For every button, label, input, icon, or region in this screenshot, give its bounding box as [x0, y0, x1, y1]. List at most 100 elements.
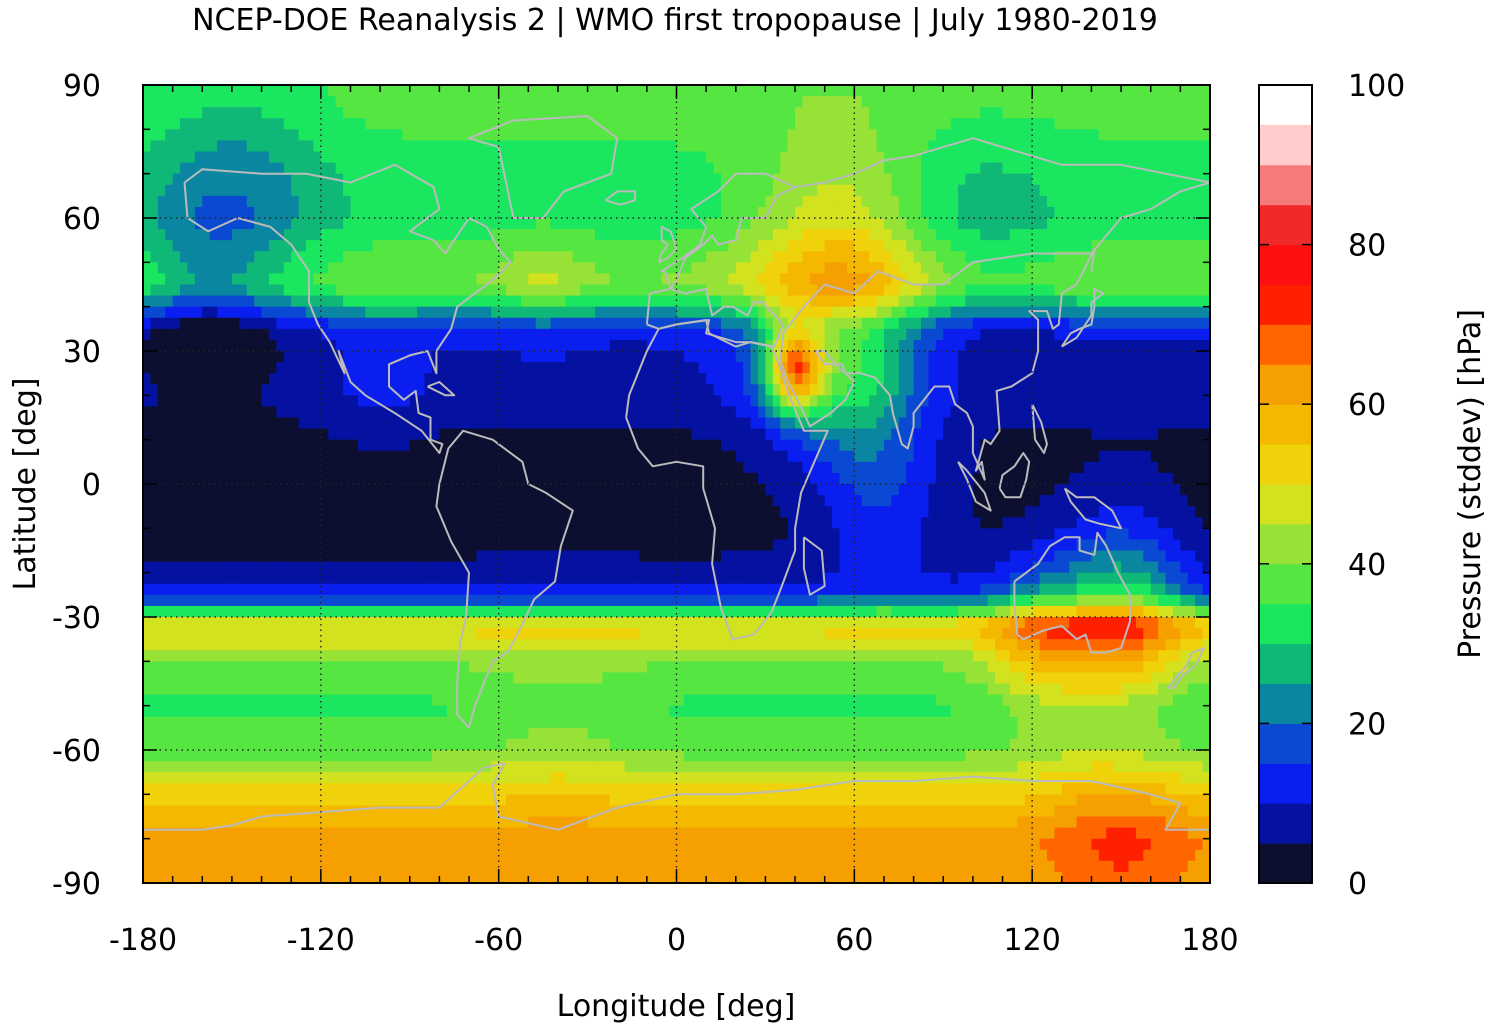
- heatmap-cell: [1113, 406, 1122, 419]
- heatmap-cell: [995, 328, 1004, 341]
- heatmap-cell: [676, 251, 685, 263]
- heatmap-cell: [795, 173, 804, 186]
- heatmap-cell: [646, 206, 655, 219]
- heatmap-cell: [246, 218, 255, 230]
- heatmap-cell: [1135, 384, 1144, 396]
- heatmap-cell: [676, 295, 685, 308]
- heatmap-cell: [409, 173, 418, 186]
- heatmap-cell: [535, 406, 544, 419]
- heatmap-cell: [291, 162, 300, 175]
- heatmap-cell: [1076, 450, 1085, 463]
- heatmap-cell: [928, 118, 937, 130]
- heatmap-cell: [832, 306, 841, 319]
- heatmap-cell: [194, 295, 203, 308]
- heatmap-cell: [1002, 262, 1011, 275]
- heatmap-cell: [446, 151, 455, 164]
- heatmap-cell: [780, 428, 789, 441]
- heatmap-cell: [431, 339, 440, 352]
- heatmap-cell: [1017, 206, 1026, 219]
- heatmap-cell: [528, 362, 537, 374]
- heatmap-cell: [231, 173, 240, 186]
- heatmap-cell: [261, 118, 270, 130]
- heatmap-cell: [1158, 439, 1167, 452]
- heatmap-cell: [1069, 107, 1078, 119]
- heatmap-cell: [1098, 273, 1107, 286]
- heatmap-cell: [691, 395, 700, 408]
- heatmap-cell: [1076, 351, 1085, 363]
- heatmap-cell: [1150, 428, 1159, 441]
- heatmap-cell: [483, 118, 492, 130]
- heatmap-cell: [1113, 251, 1122, 263]
- heatmap-cell: [854, 295, 863, 308]
- heatmap-cell: [587, 317, 596, 330]
- heatmap-cell: [454, 328, 463, 341]
- heatmap-cell: [958, 373, 967, 385]
- heatmap-cell: [268, 384, 277, 396]
- heatmap-cell: [854, 162, 863, 175]
- heatmap-cell: [883, 251, 892, 263]
- heatmap-cell: [891, 96, 900, 108]
- heatmap-cell: [876, 439, 885, 452]
- heatmap-cell: [357, 206, 366, 219]
- heatmap-cell: [180, 339, 189, 352]
- heatmap-cell: [1128, 118, 1137, 130]
- heatmap-cell: [424, 351, 433, 363]
- heatmap-cell: [1172, 373, 1181, 385]
- heatmap-cell: [580, 306, 589, 319]
- heatmap-cell: [1128, 273, 1137, 286]
- heatmap-cell: [1150, 395, 1159, 408]
- heatmap-cell: [365, 85, 374, 97]
- heatmap-cell: [854, 173, 863, 186]
- heatmap-cell: [683, 262, 692, 275]
- heatmap-cell: [921, 351, 930, 363]
- heatmap-cell: [691, 96, 700, 108]
- heatmap-cell: [691, 262, 700, 275]
- heatmap-cell: [150, 317, 159, 330]
- heatmap-cell: [528, 373, 537, 385]
- heatmap-cell: [972, 395, 981, 408]
- heatmap-cell: [469, 195, 478, 208]
- heatmap-cell: [728, 328, 737, 341]
- heatmap-cell: [617, 162, 626, 175]
- heatmap-cell: [143, 195, 152, 208]
- heatmap-cell: [735, 351, 744, 363]
- heatmap-cell: [313, 328, 322, 341]
- heatmap-cell: [906, 162, 915, 175]
- heatmap-cell: [1113, 206, 1122, 219]
- heatmap-cell: [365, 206, 374, 219]
- heatmap-cell: [209, 184, 218, 197]
- heatmap-cell: [869, 96, 878, 108]
- heatmap-cell: [928, 328, 937, 341]
- heatmap-cell: [1113, 240, 1122, 252]
- heatmap-cell: [787, 240, 796, 252]
- heatmap-cell: [350, 328, 359, 341]
- heatmap-cell: [735, 195, 744, 208]
- heatmap-cell: [172, 229, 181, 241]
- heatmap-cell: [165, 362, 174, 374]
- heatmap-cell: [1180, 406, 1189, 419]
- heatmap-cell: [987, 107, 996, 119]
- heatmap-cell: [691, 373, 700, 385]
- heatmap-cell: [950, 362, 959, 374]
- heatmap-cell: [268, 395, 277, 408]
- heatmap-cell: [424, 162, 433, 175]
- heatmap-cell: [669, 428, 678, 441]
- heatmap-cell: [565, 395, 574, 408]
- heatmap-cell: [217, 218, 226, 230]
- heatmap-cell: [283, 461, 292, 474]
- heatmap-cell: [1009, 306, 1018, 319]
- heatmap-cell: [646, 251, 655, 263]
- heatmap-cell: [320, 306, 329, 319]
- heatmap-cell: [209, 218, 218, 230]
- heatmap-cell: [1106, 339, 1115, 352]
- heatmap-cell: [194, 173, 203, 186]
- heatmap-cell: [609, 328, 618, 341]
- heatmap-cell: [224, 384, 233, 396]
- heatmap-cell: [587, 85, 596, 97]
- heatmap-cell: [143, 306, 152, 319]
- heatmap-cell: [1106, 295, 1115, 308]
- heatmap-cell: [676, 373, 685, 385]
- heatmap-cell: [720, 417, 729, 430]
- heatmap-cell: [1195, 206, 1204, 219]
- heatmap-cell: [417, 240, 426, 252]
